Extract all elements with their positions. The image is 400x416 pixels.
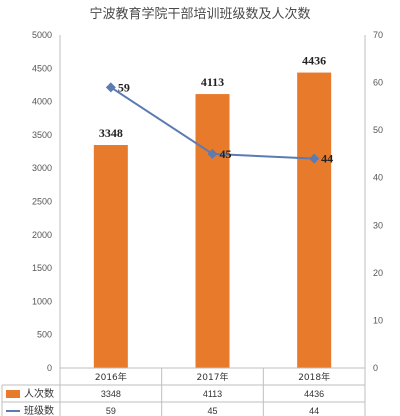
bar-value-label: 4113	[201, 75, 224, 89]
left-tick-label: 500	[37, 330, 52, 340]
left-tick-label: 4500	[32, 63, 52, 73]
bar-value-label: 4436	[302, 54, 326, 68]
left-tick-label: 5000	[32, 30, 52, 40]
left-tick-label: 3500	[32, 130, 52, 140]
right-tick-label: 20	[373, 268, 383, 278]
line-series: 59 45 44	[105, 80, 333, 166]
legend-swatch-bar	[6, 390, 20, 398]
left-tick-label: 0	[47, 363, 52, 373]
line-value-label: 45	[220, 147, 232, 161]
table-cell: 4113	[203, 389, 222, 399]
legend-label: 班级数	[24, 404, 54, 416]
table-cell: 59	[106, 406, 116, 416]
category-label: 2017年	[197, 371, 229, 383]
bar	[93, 145, 128, 368]
left-tick-label: 2000	[32, 230, 52, 240]
table-cell: 3348	[101, 389, 121, 399]
chart-title: 宁波教育学院干部培训班级数及人次数	[89, 6, 310, 22]
right-tick-label: 70	[373, 30, 383, 40]
line-point	[105, 82, 116, 93]
category-label: 2016年	[95, 371, 127, 383]
left-y-axis: 0 500 1000 1500 2000 2500 3000 3500 4000 4500 5000	[32, 30, 61, 373]
right-tick-label: 10	[373, 315, 383, 325]
legend-label: 人次数	[24, 387, 54, 400]
right-tick-label: 50	[373, 125, 383, 135]
right-tick-label: 30	[373, 220, 383, 230]
line-point	[207, 148, 218, 159]
table-cell: 4436	[304, 389, 324, 399]
left-tick-label: 2500	[32, 197, 52, 207]
left-tick-label: 1500	[32, 263, 52, 273]
table-cell: 45	[207, 406, 217, 416]
bar-value-label: 3348	[99, 126, 123, 140]
left-tick-label: 3000	[32, 163, 52, 173]
category-label: 2018年	[298, 371, 330, 383]
bar-series: 3348 4113 4436	[93, 54, 332, 368]
right-tick-label: 40	[373, 173, 383, 183]
line-value-label: 59	[118, 80, 130, 94]
table-cell: 44	[309, 406, 319, 416]
line-point	[309, 153, 320, 164]
right-tick-label: 60	[373, 78, 383, 88]
right-y-axis: 0 10 20 30 40 50 60 70	[364, 30, 383, 373]
left-tick-label: 4000	[32, 97, 52, 107]
line-value-label: 44	[321, 152, 333, 166]
right-tick-label: 0	[373, 363, 378, 373]
left-tick-label: 1000	[32, 296, 52, 306]
bar	[195, 94, 230, 368]
bar	[297, 72, 332, 368]
